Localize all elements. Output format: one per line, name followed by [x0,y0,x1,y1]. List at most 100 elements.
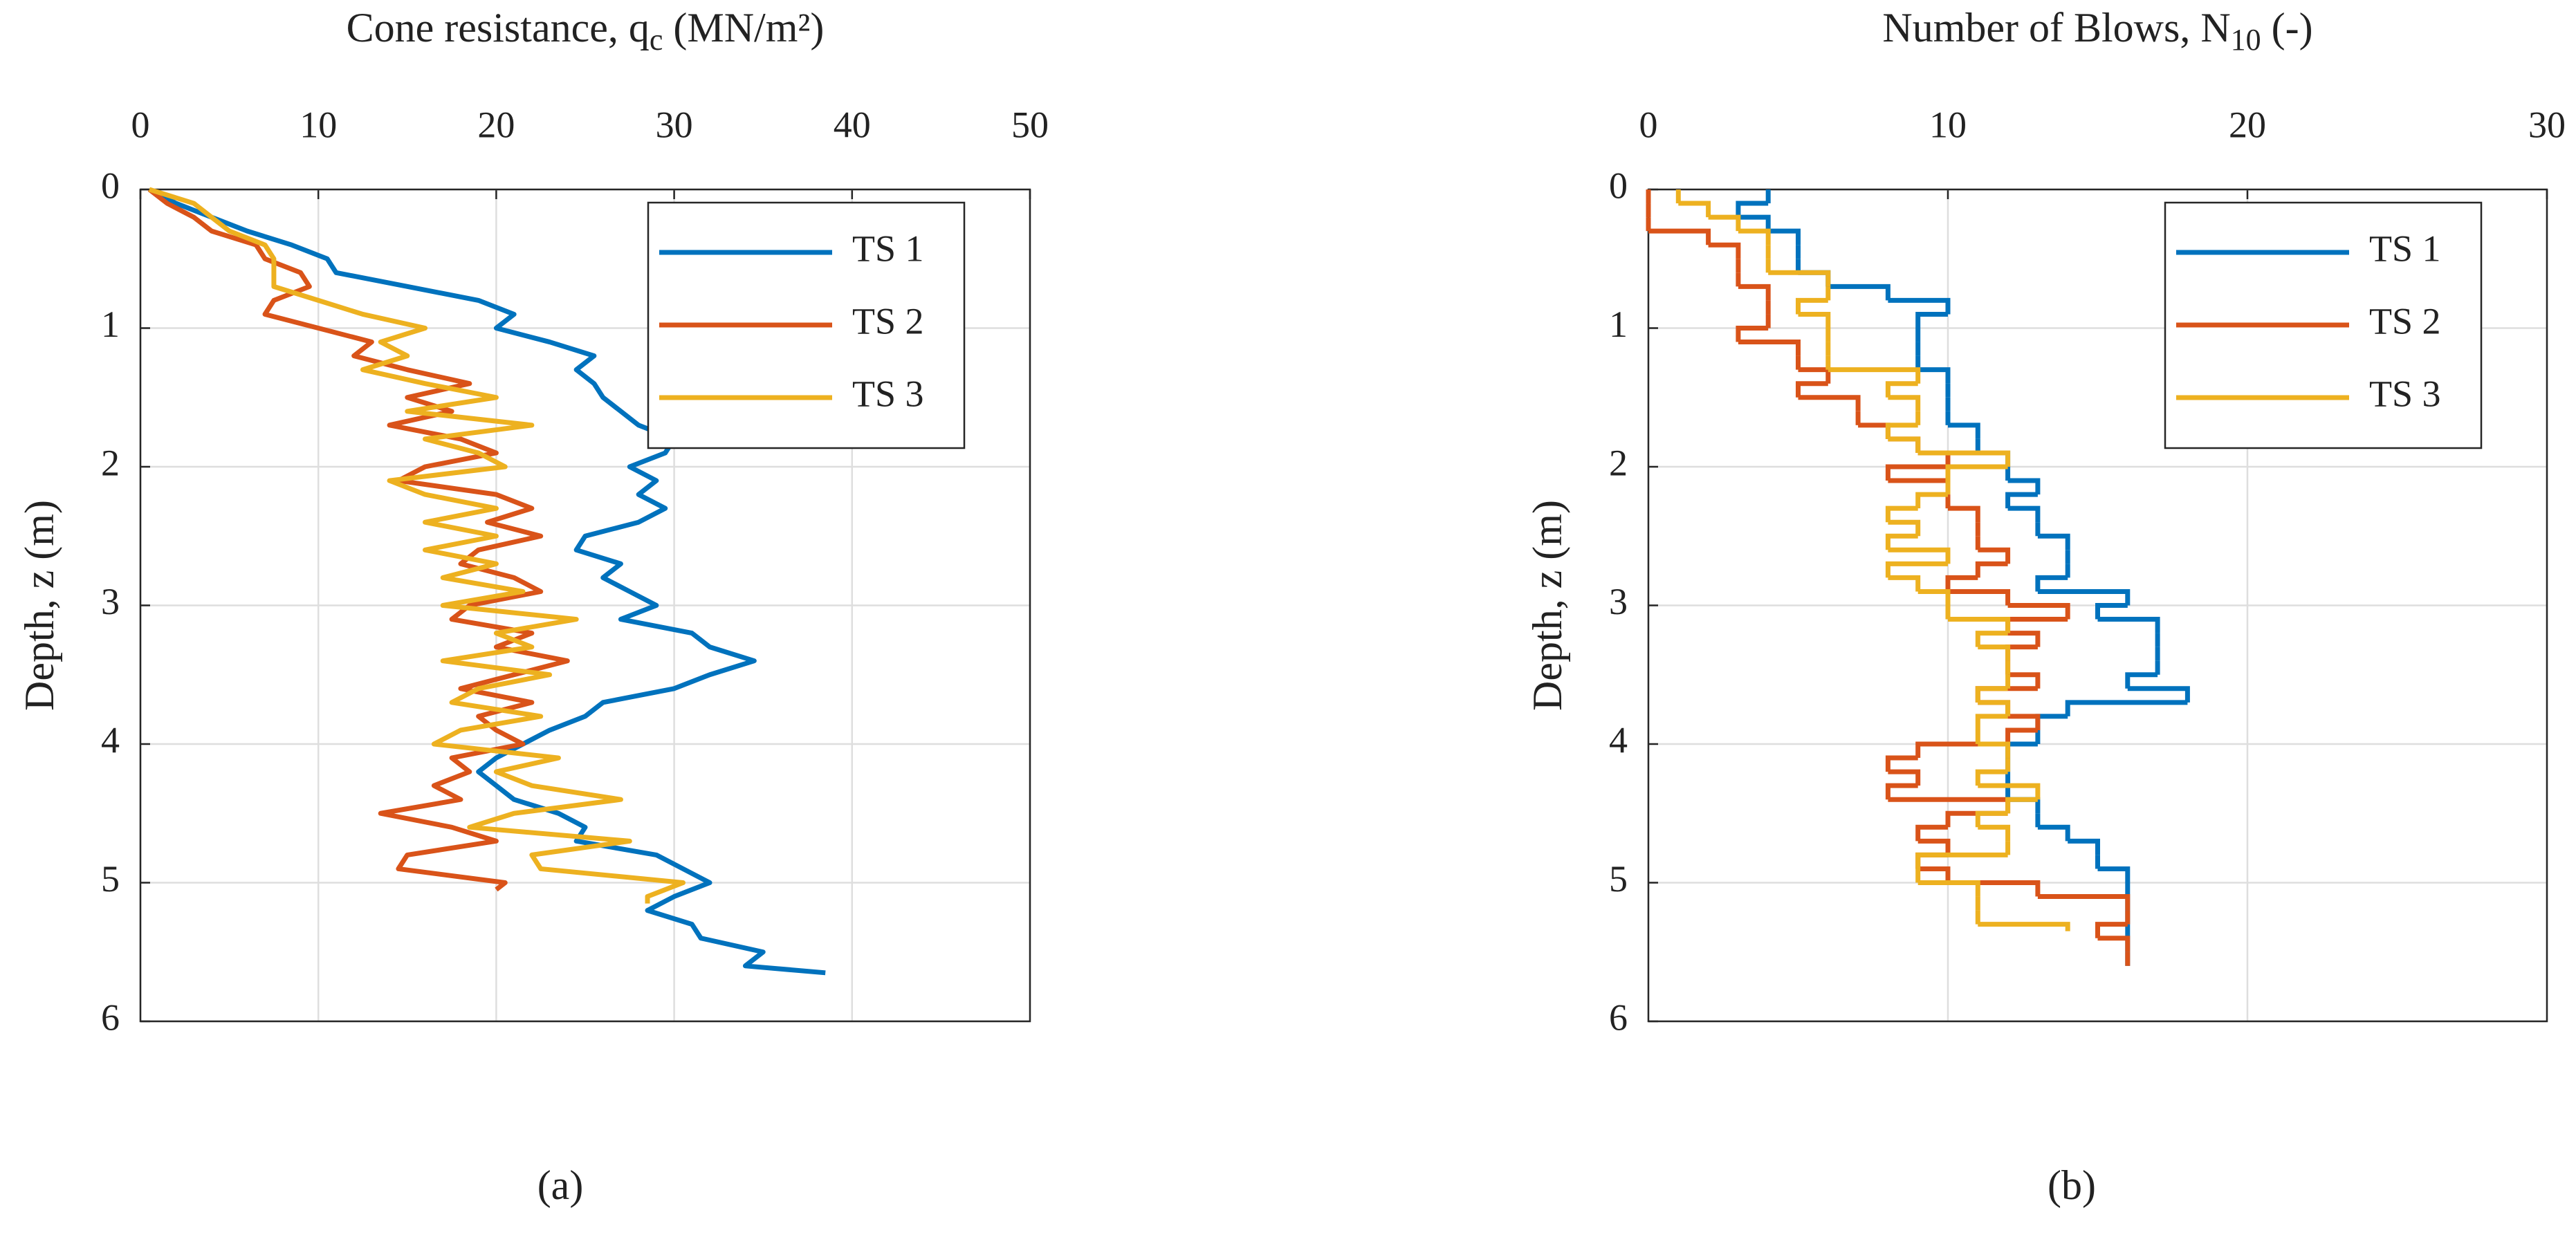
label-part: c [650,23,663,57]
step-segment [2005,644,2038,661]
step-segment [1948,588,2011,606]
x-tick-label: 0 [131,104,150,145]
legend-label: TS 2 [852,300,924,342]
step-segment [1885,783,1918,800]
y-axis-label: Depth, z (m) [1525,500,1570,711]
y-tick-label: 4 [1609,719,1628,761]
step-segment [1975,631,2008,647]
step-segment [2007,714,2041,730]
step-segment [1798,311,1831,328]
panel-label: (b) [2048,1162,2096,1208]
y-tick-label: 4 [101,719,120,761]
y-tick-label: 0 [1609,165,1628,206]
step-segment [2035,714,2068,730]
series-layer [1646,189,2190,966]
step-segment [2007,631,2041,647]
step-segment [2127,686,2190,703]
step-segment [1917,450,2011,467]
y-tick-label: 6 [1609,996,1628,1038]
step-segment [1948,505,1980,523]
series-line [148,187,686,904]
plot-frame [1647,188,2548,1023]
step-segment [1975,561,2008,578]
x-tick-label: 10 [1929,104,1967,145]
step-segment [1798,395,1861,411]
step-segment [1917,838,1951,855]
step-segment [2005,741,2038,759]
step-segment [1888,297,1951,315]
step-segment [1948,617,2011,633]
step-segment [1978,547,2011,564]
step-segment [2097,866,2131,883]
x-tick-label: 0 [1639,104,1658,145]
step-segment [2005,727,2038,744]
step-segment [1736,326,1769,342]
step-segment [2037,894,2131,911]
step-segment [1738,340,1801,356]
y-tick-label: 5 [1609,858,1628,900]
step-segment [2065,700,2188,716]
step-segment [1978,700,2011,716]
step-segment [1738,214,1771,232]
step-segment [1915,824,1948,842]
y-tick-label: 5 [101,858,120,900]
step-segment [1915,852,2008,869]
label-part: (MN/m²) [663,5,824,50]
step-segment [1945,464,2008,481]
legend-label: TS 3 [2369,373,2441,414]
step-segment [1796,297,1828,315]
step-segment [1917,866,1951,883]
step-segment [2037,588,2131,606]
step-segment [1915,311,1948,328]
x-axis-label: Number of Blows, N10 (-) [1882,5,2312,57]
label-part: 10 [2231,23,2261,57]
step-segment [1978,824,2011,842]
step-segment [2097,617,2160,633]
x-tick-label: 10 [300,104,337,145]
step-segment [1708,242,1741,259]
y-axis-label: Depth, z (m) [17,500,62,711]
x-tick-label: 50 [1011,104,1049,145]
step-segment [2007,505,2041,523]
step-segment [2005,492,2038,509]
step-segment [1858,423,1890,439]
series-line [147,187,570,892]
step-segment [1885,381,1918,398]
legend-label: TS 1 [2369,228,2441,269]
y-tick-label: 6 [101,996,120,1038]
step-segment [1885,755,1918,772]
step-segment [2068,838,2100,855]
y-tick-label: 1 [101,304,120,345]
step-segment [1975,714,2008,730]
step-segment [1948,423,1980,439]
legend-label: TS 1 [852,228,924,269]
step-segment [1885,505,1918,523]
step-segment [1888,547,1951,564]
step-segment [1768,270,1831,287]
step-segment [1738,228,1771,245]
x-tick-label: 30 [656,104,693,145]
step-segment [1888,519,1921,537]
step-segment [1978,741,2011,759]
x-tick-label: 30 [2528,104,2566,145]
series-layer [147,187,826,976]
x-tick-label: 20 [2229,104,2266,145]
y-tick-label: 2 [101,442,120,483]
step-segment [1768,228,1801,245]
step-segment [1678,201,1711,218]
step-segment [1978,644,2011,661]
step-segment [1917,367,1951,384]
step-segment [2035,575,2068,592]
step-segment [1975,810,2008,828]
step-segment [1888,395,1921,411]
legend-label: TS 2 [2369,300,2441,342]
step-segment [2095,922,2128,938]
step-segment [1888,575,1921,592]
step-segment [1888,769,1921,786]
step-segment [2037,824,2070,842]
series-line [148,187,826,976]
step-segment [2125,672,2158,689]
step-segment [1978,922,2070,931]
x-tick-label: 20 [477,104,515,145]
